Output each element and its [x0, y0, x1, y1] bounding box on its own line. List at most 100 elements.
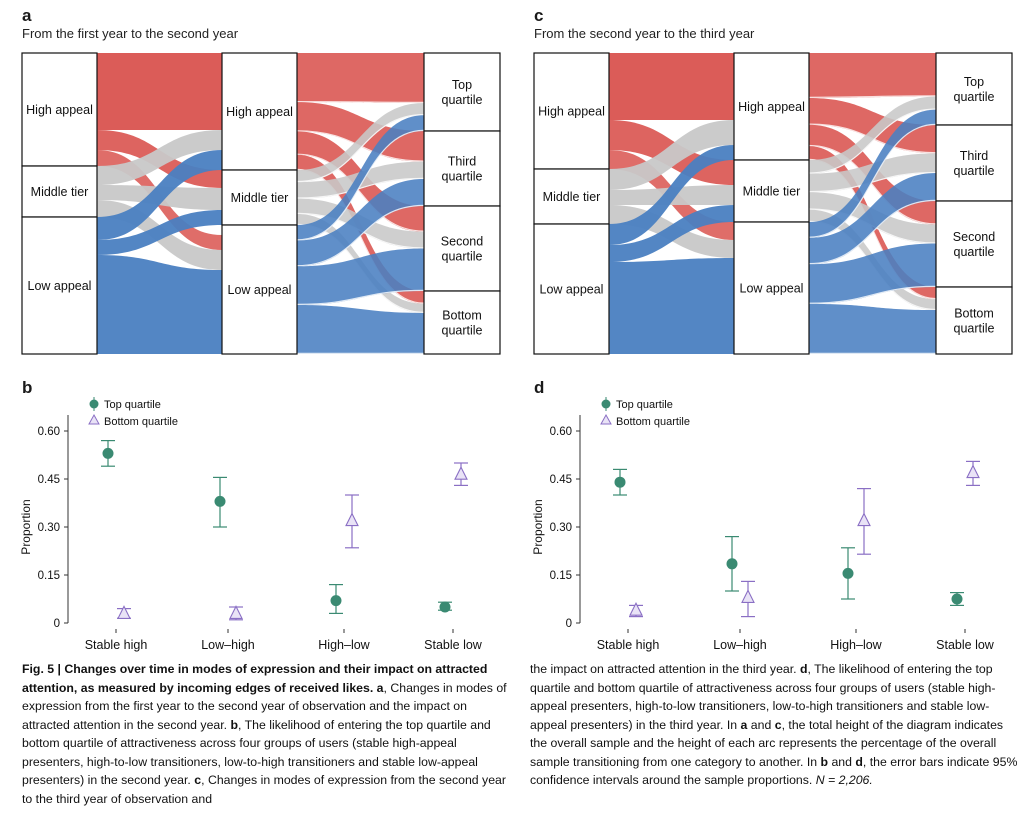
sankey-flow	[609, 53, 734, 120]
node-middle-tier-2-label: Middle tier	[743, 185, 801, 199]
panel-d-letter: d	[534, 378, 545, 397]
sankey-flow	[809, 243, 936, 304]
node-top-quartile-label: quartile	[954, 90, 995, 104]
node-top-quartile	[935, 52, 1013, 126]
sankey-flow	[97, 150, 222, 240]
caption-ac-a: a	[740, 717, 748, 732]
y-axis-label: Proportion	[531, 499, 545, 554]
sankey-flow	[809, 173, 936, 265]
caption-a-body: , Changes in modes of expression from th…	[22, 680, 507, 732]
sankey-flow	[609, 185, 734, 205]
sankey-flow	[297, 248, 424, 305]
caption-and: and	[747, 717, 775, 732]
legend-top-label: Top quartile	[616, 399, 673, 411]
node-top-quartile-label: quartile	[442, 93, 483, 107]
x-tick-label: Stable low	[424, 638, 483, 652]
node-bottom-quartile	[423, 290, 501, 355]
caption-bd-and: and	[828, 754, 856, 769]
sankey-flow-edge	[808, 144, 937, 225]
sankey-flow	[97, 53, 222, 130]
data-point-top-quartile	[330, 595, 342, 607]
sankey-flow	[297, 53, 424, 103]
caption-c-label: c	[194, 773, 202, 787]
sankey-flow	[97, 210, 222, 255]
sankey-flow	[809, 146, 936, 300]
data-point-top-quartile	[951, 593, 963, 605]
node-second-quartile	[935, 200, 1013, 288]
y-tick-label: 0.30	[550, 522, 572, 534]
data-point-bottom-quartile	[966, 464, 980, 479]
caption-n: N = 2,206.	[815, 773, 873, 787]
caption-bd-d: d	[855, 754, 863, 769]
x-tick-label: High–low	[830, 638, 882, 652]
node-bottom-quartile-label: quartile	[954, 322, 995, 336]
caption-ac-body: , the total height of the diagram indica…	[530, 717, 1004, 769]
node-high-appeal-2-label: High appeal	[738, 100, 805, 114]
data-point-bottom-quartile	[857, 512, 871, 527]
node-bottom-quartile	[935, 286, 1013, 355]
panel-b-letter: b	[22, 378, 33, 397]
sankey-flow-edge	[296, 212, 425, 249]
node-top-quartile	[423, 52, 501, 132]
sankey-flow-edge	[296, 177, 425, 199]
node-middle-tier-1-label: Middle tier	[543, 190, 601, 204]
legend-top-marker	[601, 399, 611, 409]
node-high-appeal-1-label: High appeal	[26, 103, 93, 117]
node-middle-tier-2	[221, 169, 298, 226]
node-low-appeal-2	[733, 221, 810, 355]
legend-bottom-marker	[88, 413, 100, 425]
sankey-flow	[609, 205, 734, 262]
sankey-flow	[609, 145, 734, 245]
node-third-quartile	[935, 124, 1013, 202]
sankey-flow	[97, 130, 222, 188]
node-high-appeal-1	[533, 52, 610, 170]
caption-d-body: , The likelihood of entering the top qua…	[530, 662, 996, 732]
y-tick-label: 0.45	[38, 474, 60, 486]
y-tick-label: 0	[54, 618, 60, 630]
sankey-flow-edge	[296, 153, 425, 232]
sankey-flow-edge	[296, 114, 425, 183]
sankey-flow-edge	[296, 100, 425, 103]
node-middle-tier-1-label: Middle tier	[31, 185, 89, 199]
node-low-appeal-2-label: Low appeal	[228, 283, 292, 297]
data-point-bottom-quartile	[741, 589, 755, 603]
sankey-flow-edge	[808, 158, 937, 300]
node-low-appeal-1-label: Low appeal	[28, 279, 92, 293]
caption-b-body: , The likelihood of entering the top qua…	[22, 717, 491, 788]
sankey-flow	[609, 205, 734, 258]
node-third-quartile-label: quartile	[442, 170, 483, 184]
y-tick-label: 0.60	[38, 426, 60, 438]
node-low-appeal-2	[221, 224, 298, 355]
sankey-flow-edge	[808, 220, 937, 311]
node-low-appeal-1	[533, 223, 610, 355]
sankey-flow	[297, 214, 424, 313]
sankey-flow	[609, 150, 734, 240]
node-second-quartile-label: Second	[953, 230, 995, 244]
sankey-flow-edge	[808, 123, 937, 154]
sankey-flow-edge	[808, 123, 937, 238]
x-tick-label: High–low	[318, 638, 370, 652]
data-point-top-quartile	[614, 476, 626, 488]
sankey-flow-edge	[296, 204, 425, 267]
node-low-appeal-2-label: Low appeal	[740, 282, 804, 296]
node-third-quartile-label: quartile	[954, 164, 995, 178]
y-tick-label: 0	[566, 618, 572, 630]
caption-c-body: , Changes in modes of expression from th…	[22, 773, 506, 806]
y-axis-label: Proportion	[19, 499, 33, 554]
node-third-quartile	[423, 130, 501, 207]
legend-bottom-label: Bottom quartile	[104, 416, 178, 428]
node-high-appeal-1	[21, 52, 98, 167]
node-low-appeal-1	[21, 216, 98, 355]
caption-bd-body: , the error bars indicate 95% confidence…	[530, 754, 1018, 788]
sankey-flow	[297, 102, 424, 162]
node-second-quartile-label: quartile	[954, 245, 995, 259]
node-bottom-quartile-label: Bottom	[442, 309, 482, 323]
sankey-flow	[297, 161, 424, 199]
sankey-flow-edge	[808, 199, 937, 265]
sankey-flow	[609, 120, 734, 190]
caption-a-label: a	[373, 680, 384, 695]
sankey-flow	[97, 200, 222, 270]
node-top-quartile-label: Top	[964, 75, 984, 89]
caption-ac-c: c	[774, 717, 782, 732]
data-point-bottom-quartile	[229, 605, 243, 619]
